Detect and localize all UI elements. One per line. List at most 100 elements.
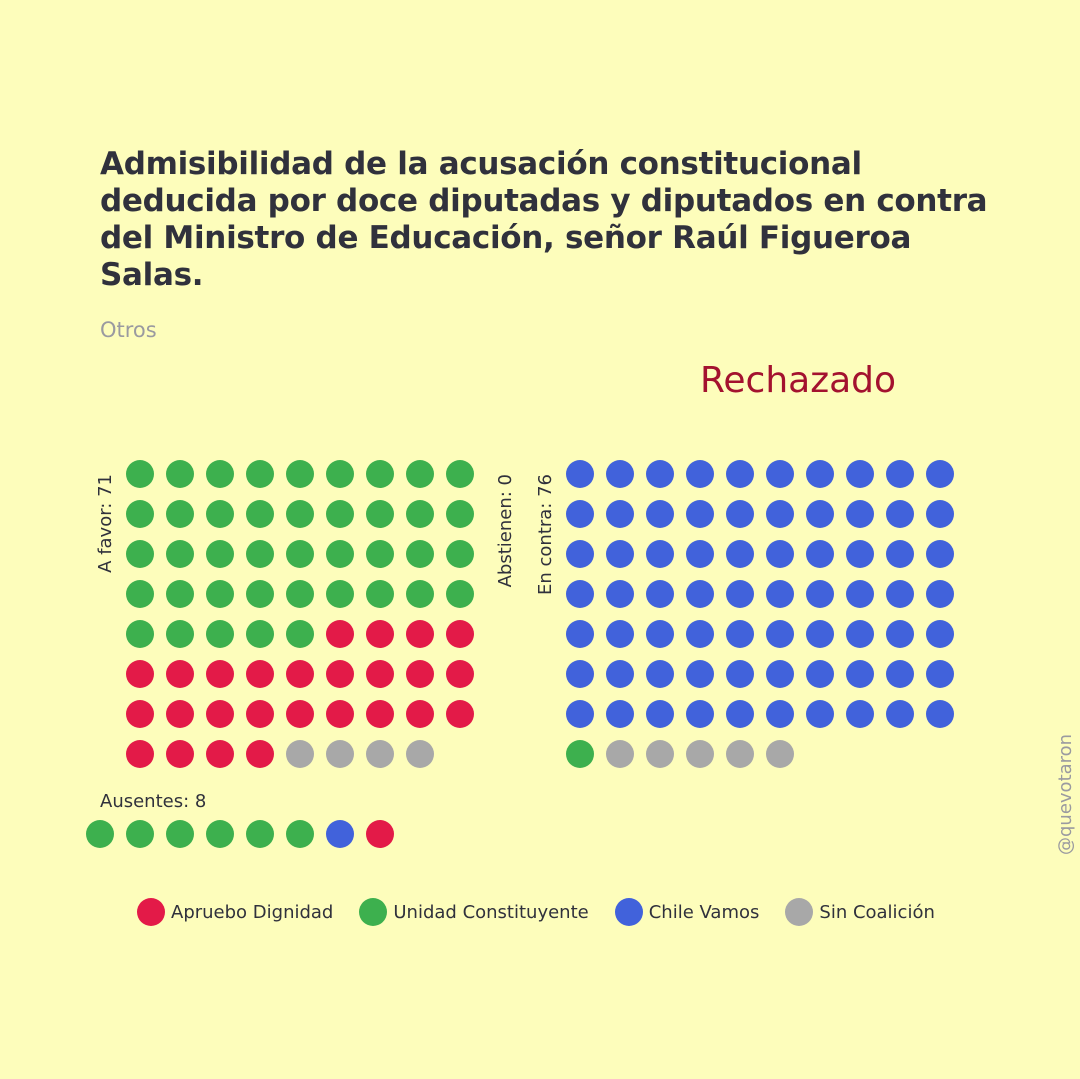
vote-dot-group-0 [126, 540, 154, 568]
absent-dot [166, 820, 194, 848]
chart-subtitle: Otros [100, 318, 157, 342]
vote-dot-group-0 [126, 660, 154, 688]
absent-label: Ausentes: 8 [100, 791, 206, 812]
vote-dot-group-2 [686, 460, 714, 488]
vote-dot-group-0 [246, 540, 274, 568]
vote-dot-group-0 [406, 660, 434, 688]
vote-dot-group-2 [806, 700, 834, 728]
vote-dot-group-0 [246, 460, 274, 488]
vote-dot-group-2 [766, 660, 794, 688]
vote-dot-group-2 [886, 620, 914, 648]
vote-dot-group-0 [366, 540, 394, 568]
vote-dot-group-2 [566, 700, 594, 728]
vote-dot-group-0 [166, 700, 194, 728]
vote-dot-group-0 [446, 580, 474, 608]
vote-dot-group-2 [606, 660, 634, 688]
vote-dot-group-2 [566, 540, 594, 568]
vote-dot-group-2 [806, 540, 834, 568]
vote-dot-group-0 [286, 620, 314, 648]
vote-dot-group-2 [726, 540, 754, 568]
vote-dot-group-2 [726, 700, 754, 728]
vote-dot-group-0 [246, 700, 274, 728]
vote-result: Rechazado [700, 360, 897, 401]
vote-dot-group-2 [766, 740, 794, 768]
vote-dot-group-2 [886, 660, 914, 688]
vote-dot-group-0 [446, 620, 474, 648]
vote-dot-group-2 [646, 500, 674, 528]
vote-dot-group-2 [766, 700, 794, 728]
vote-dot-group-2 [806, 580, 834, 608]
vote-dot-group-0 [206, 700, 234, 728]
vote-dot-group-2 [846, 500, 874, 528]
legend-swatch [785, 898, 814, 926]
vote-dot-group-0 [366, 740, 394, 768]
absent-dot [246, 820, 274, 848]
vote-dot-group-0 [446, 460, 474, 488]
vote-dot-group-0 [206, 620, 234, 648]
vote-dot-group-2 [846, 620, 874, 648]
vote-dot-group-2 [566, 580, 594, 608]
vote-dot-group-2 [926, 700, 954, 728]
vote-dot-group-0 [246, 740, 274, 768]
vote-dot-group-2 [606, 460, 634, 488]
vote-dot-group-2 [606, 740, 634, 768]
vote-dot-group-0 [446, 500, 474, 528]
chart-title: Admisibilidad de la acusación constituci… [100, 146, 988, 293]
absent-dot [126, 820, 154, 848]
group-label-1: Abstienen: 0 [495, 474, 516, 587]
vote-dot-group-2 [726, 660, 754, 688]
vote-dot-group-0 [126, 740, 154, 768]
vote-dot-group-2 [686, 580, 714, 608]
vote-dot-group-2 [646, 460, 674, 488]
vote-dot-group-2 [926, 500, 954, 528]
vote-dot-group-2 [726, 580, 754, 608]
vote-dot-group-0 [166, 460, 194, 488]
absent-dot [326, 820, 354, 848]
vote-dot-group-0 [126, 580, 154, 608]
vote-dot-group-2 [606, 700, 634, 728]
vote-dot-group-0 [286, 660, 314, 688]
vote-dot-group-0 [326, 460, 354, 488]
vote-dot-group-0 [366, 500, 394, 528]
legend-label: Chile Vamos [648, 901, 760, 923]
vote-dot-group-0 [166, 740, 194, 768]
vote-dot-group-2 [646, 580, 674, 608]
vote-dot-group-0 [406, 740, 434, 768]
vote-dot-group-0 [446, 660, 474, 688]
vote-dot-group-0 [166, 540, 194, 568]
vote-dot-group-0 [286, 740, 314, 768]
legend-swatch [359, 898, 388, 926]
vote-dot-group-0 [406, 500, 434, 528]
vote-dot-group-2 [846, 660, 874, 688]
vote-dot-group-2 [686, 540, 714, 568]
vote-dot-group-2 [886, 460, 914, 488]
vote-dot-group-2 [846, 540, 874, 568]
vote-dot-group-2 [646, 700, 674, 728]
vote-dot-group-2 [926, 540, 954, 568]
legend-item: Apruebo Dignidad [137, 898, 333, 926]
vote-dot-group-2 [606, 540, 634, 568]
vote-dot-group-0 [206, 660, 234, 688]
vote-dot-group-0 [126, 700, 154, 728]
vote-dot-group-2 [926, 580, 954, 608]
vote-dot-group-0 [206, 460, 234, 488]
vote-dot-group-0 [326, 540, 354, 568]
vote-dot-group-0 [126, 620, 154, 648]
vote-dot-group-0 [286, 700, 314, 728]
legend-label: Sin Coalición [819, 901, 935, 923]
vote-dot-group-0 [366, 580, 394, 608]
vote-dot-group-2 [606, 580, 634, 608]
vote-dot-group-0 [406, 620, 434, 648]
vote-dot-group-0 [366, 700, 394, 728]
absent-dot [286, 820, 314, 848]
legend: Apruebo Dignidad Unidad Constituyente Chil… [137, 898, 961, 926]
vote-dot-group-2 [806, 460, 834, 488]
vote-dot-group-0 [406, 700, 434, 728]
vote-dot-group-2 [766, 500, 794, 528]
vote-dot-group-0 [206, 540, 234, 568]
vote-dot-group-2 [686, 660, 714, 688]
vote-dot-group-2 [886, 700, 914, 728]
vote-dot-group-0 [286, 580, 314, 608]
vote-dot-group-2 [726, 460, 754, 488]
